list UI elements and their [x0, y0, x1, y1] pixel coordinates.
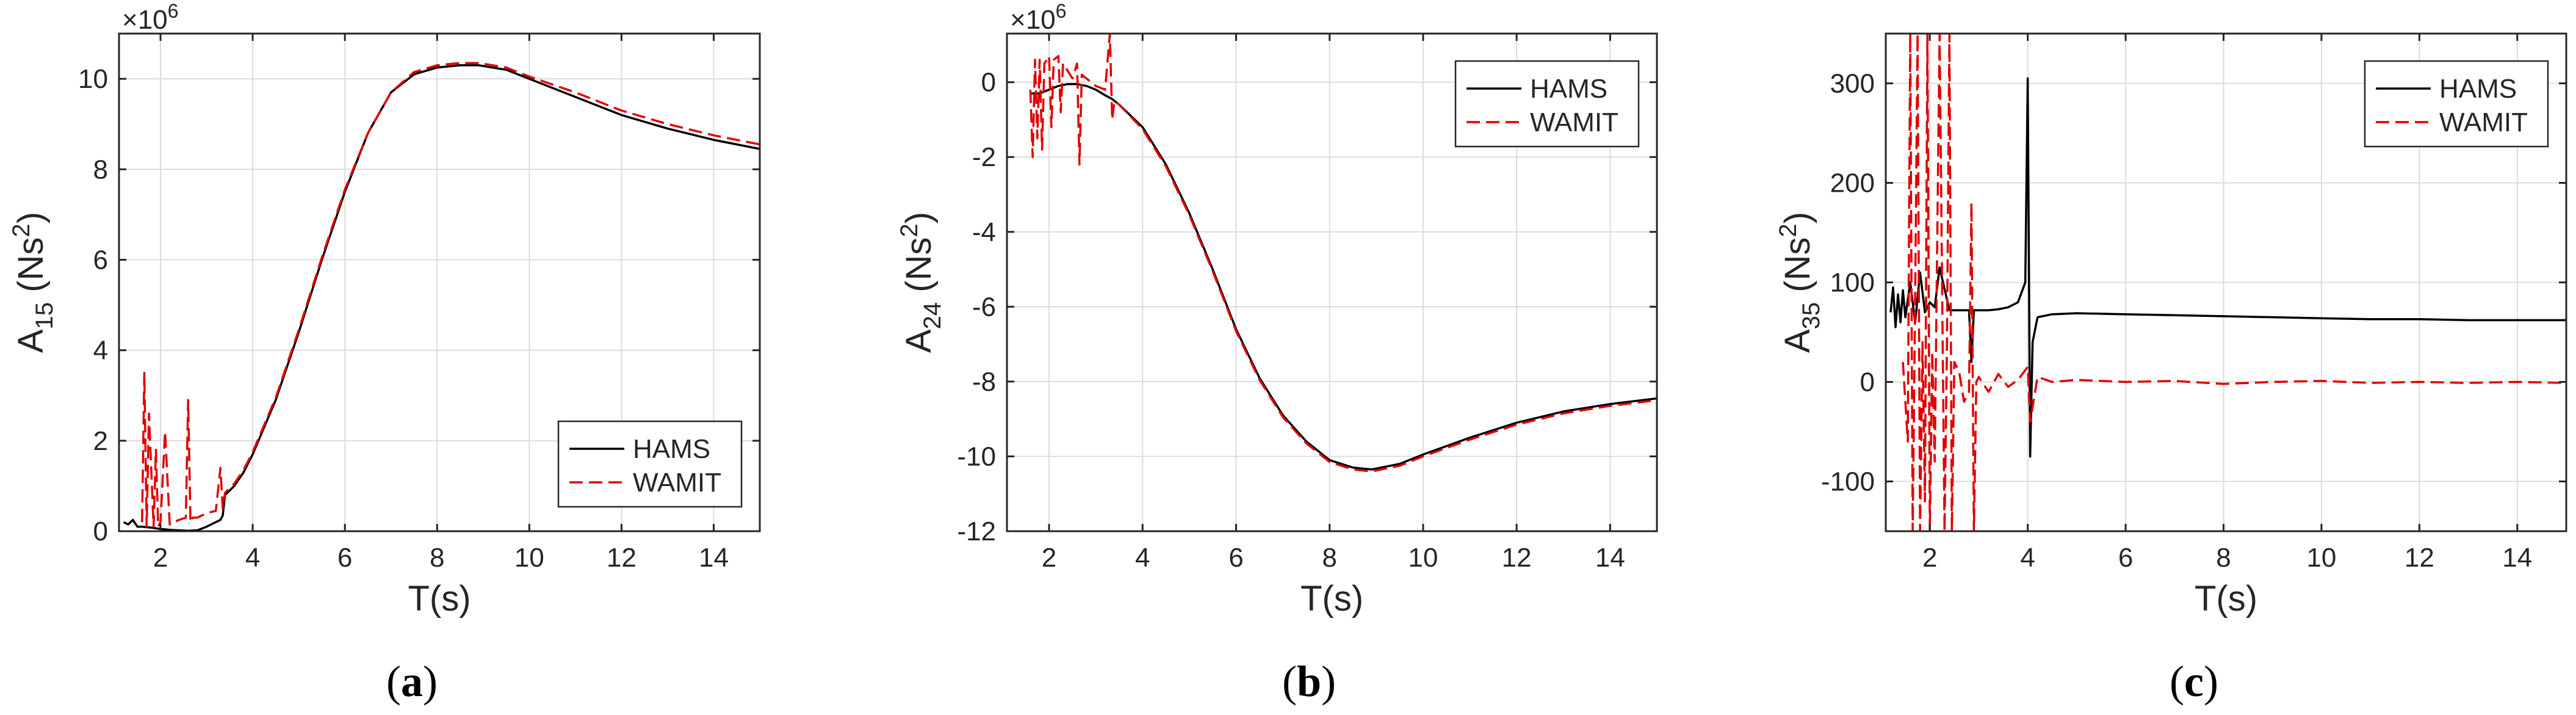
y-tick-label: 0 [93, 517, 108, 546]
x-tick-label: 10 [2306, 543, 2336, 573]
x-tick-label: 14 [1595, 543, 1625, 573]
y-tick-label: 0 [1860, 368, 1875, 397]
x-tick-label: 12 [2405, 543, 2434, 573]
x-tick-label: 4 [245, 543, 260, 573]
y-tick-label: -10 [957, 441, 996, 471]
legend-label-hams: HAMS [633, 434, 710, 464]
y-exponent-label: ×106 [122, 0, 178, 35]
x-tick-label: 6 [337, 543, 352, 573]
y-axis-label: A24 (Ns2) [896, 212, 946, 353]
legend: HAMS WAMIT [557, 420, 743, 508]
x-tick-label: 4 [2020, 543, 2035, 573]
axes-box [118, 32, 761, 532]
x-tick-label: 8 [430, 543, 444, 573]
panel-caption: (c) [2170, 657, 2218, 706]
series-line-wamit [1029, 34, 1657, 473]
y-tick-label: 10 [78, 64, 108, 94]
series-line-wamit [1902, 34, 2566, 531]
x-tick-label: 6 [2118, 543, 2133, 573]
legend-label-wamit: WAMIT [633, 468, 721, 498]
chart-panel-2: 2 4 6 8 10 12 14 -12 -10 -8 -6 -4 -2 0 ×106 T(s) A24 (Ns… [896, 0, 1658, 706]
y-tick-label: 8 [93, 154, 108, 184]
legend-label-hams: HAMS [1530, 74, 1607, 104]
x-axis-label: T(s) [2195, 579, 2257, 619]
chart-panel-3: 2 4 6 8 10 12 14 -100 0 100 200 300 T(s) A35 (Ns2) HAM… [1775, 32, 2567, 706]
x-axis-label: T(s) [408, 579, 471, 619]
x-tick-label: 2 [1042, 543, 1056, 573]
y-tick-label: -8 [972, 367, 996, 397]
x-tick-label: 8 [1322, 543, 1337, 573]
y-tick-label: 300 [1830, 69, 1875, 99]
x-tick-label: 8 [2216, 543, 2231, 573]
x-tick-label: 10 [514, 543, 544, 573]
x-tick-label: 14 [2502, 543, 2532, 573]
y-tick-label: 6 [93, 245, 108, 275]
panel-caption: (a) [386, 657, 438, 706]
y-exponent-label: ×106 [1010, 0, 1066, 35]
y-axis-label: A35 (Ns2) [1775, 212, 1825, 353]
legend-label-wamit: WAMIT [2439, 107, 2528, 137]
y-tick-label: 2 [93, 426, 108, 456]
chart-panel-1: 2 4 6 8 10 12 14 0 2 4 6 8 10 ×106 T(s) A15 (Ns2) HAMS WA… [8, 0, 761, 706]
x-tick-label: 6 [1228, 543, 1243, 573]
legend-label-hams: HAMS [2439, 74, 2517, 104]
series-line-hams [1030, 82, 1657, 471]
x-tick-label: 12 [607, 543, 637, 573]
y-tick-label: 200 [1830, 169, 1875, 198]
y-tick-label: -4 [972, 217, 996, 247]
axes-box [1006, 32, 1658, 532]
x-tick-label: 12 [1502, 543, 1532, 573]
y-tick-label: -6 [972, 292, 996, 322]
y-tick-label: 0 [981, 68, 996, 98]
legend-label-wamit: WAMIT [1530, 107, 1618, 137]
series-line-wamit [141, 62, 760, 528]
x-tick-label: 2 [153, 543, 168, 573]
x-tick-label: 2 [1922, 543, 1937, 573]
x-tick-label: 4 [1135, 543, 1150, 573]
y-tick-label: 4 [93, 336, 108, 366]
y-tick-label: -12 [957, 517, 996, 546]
x-tick-label: 10 [1408, 543, 1438, 573]
x-tick-label: 14 [699, 543, 729, 573]
panel-caption: (b) [1282, 657, 1336, 706]
y-tick-label: -100 [1821, 467, 1875, 497]
x-axis-label: T(s) [1301, 579, 1363, 619]
y-tick-label: 100 [1830, 268, 1875, 298]
y-tick-label: -2 [972, 142, 996, 172]
y-axis-label: A15 (Ns2) [8, 212, 58, 353]
